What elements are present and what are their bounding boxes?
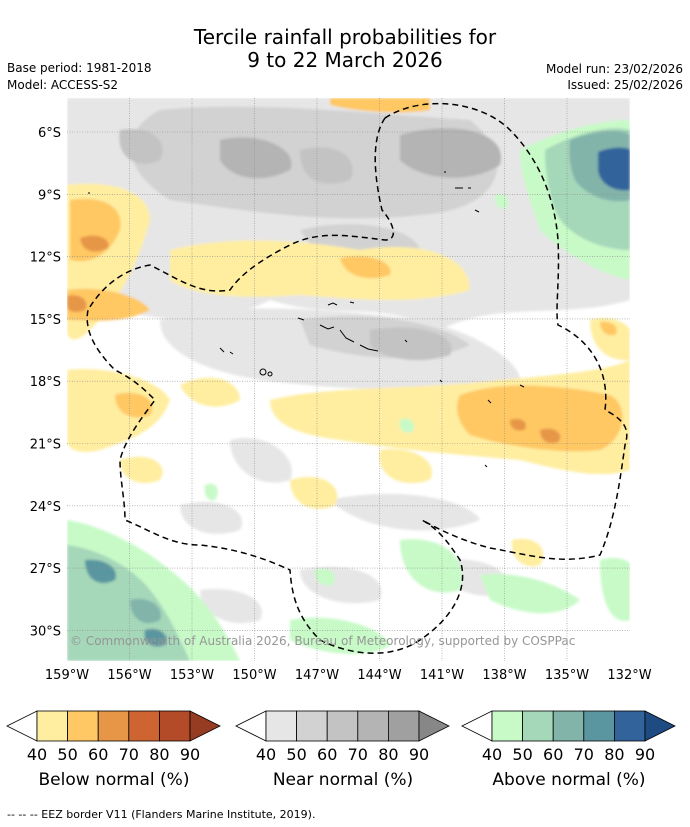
lat-tick-label: 21°S: [30, 438, 61, 453]
base-period: Base period: 1981-2018: [7, 61, 152, 75]
legends: 40 50 60 70 80 90 40 50 60 70 80 90 40 50 60 70 80 90: [6, 710, 676, 764]
legend-tick-label: 50: [512, 745, 532, 764]
lat-tick-label: 24°S: [30, 500, 61, 515]
eez-borders: [86, 102, 628, 654]
legend-below: 40 50 60 70 80 90: [6, 710, 221, 764]
legend-arrow-low: [6, 710, 38, 742]
legend-arrow-high: [189, 710, 221, 742]
legend-swatch: [36, 710, 69, 742]
lat-tick-label: 6°S: [38, 126, 61, 141]
legend-arrow-low: [235, 710, 267, 742]
legend-tick-label: 70: [574, 745, 594, 764]
lon-tick-label: 132°W: [607, 668, 651, 683]
island-outlines: [88, 171, 525, 468]
lon-tick-label: 147°W: [295, 668, 339, 683]
near-normal-caption: Near normal (%): [272, 770, 414, 790]
lat-tick-label: 27°S: [30, 562, 61, 577]
lon-tick-label: 150°W: [232, 668, 276, 683]
legend-swatch: [128, 710, 160, 742]
lon-tick-label: 156°W: [107, 668, 151, 683]
legend-tick-label: 60: [543, 745, 563, 764]
model-run: Model run: 23/02/2026: [545, 62, 683, 76]
legend-tick-label: 90: [635, 745, 655, 764]
legend-swatch: [522, 710, 554, 742]
legend-tick-label: 40: [256, 745, 276, 764]
legend-swatch: [387, 710, 420, 742]
longitude-labels: 159°W 156°W 153°W 150°W 147°W 144°W 141°W 138°W…: [45, 668, 652, 683]
below-normal-caption: Below normal (%): [38, 770, 190, 790]
legend-tick-label: 50: [57, 745, 77, 764]
map-title-line1: Tercile rainfall probabilities for: [193, 25, 497, 49]
lat-tick-label: 9°S: [38, 188, 61, 203]
map-title-line2: 9 to 22 March 2026: [247, 48, 443, 72]
legend-swatch: [614, 710, 646, 742]
legend-swatch: [326, 710, 359, 742]
legend-tick-label: 80: [149, 745, 169, 764]
legend-swatch: [265, 710, 298, 742]
lat-tick-label: 15°S: [30, 313, 61, 328]
lon-tick-label: 138°W: [482, 668, 526, 683]
lon-tick-label: 141°W: [420, 668, 464, 683]
legend-tick-label: 60: [88, 745, 108, 764]
latitude-labels: 6°S 9°S 12°S 15°S 18°S 21°S 24°S 27°S 30°S: [30, 126, 61, 639]
legend-swatch: [97, 710, 130, 742]
probability-field: © Commonwealth of Australia 2026, Bureau…: [67, 98, 630, 661]
legend-swatch: [296, 710, 328, 742]
legend-tick-label: 70: [348, 745, 368, 764]
legend-tick-label: 40: [482, 745, 502, 764]
lat-tick-label: 30°S: [30, 624, 61, 639]
lon-tick-label: 135°W: [545, 668, 589, 683]
lon-tick-label: 153°W: [170, 668, 214, 683]
legend-near: 40 50 60 70 80 90: [235, 710, 450, 764]
legend-arrow-low: [461, 710, 493, 742]
legend-tick-label: 50: [286, 745, 306, 764]
legend-swatch: [158, 710, 191, 742]
above-normal-caption: Above normal (%): [492, 770, 646, 790]
lon-tick-label: 144°W: [357, 668, 401, 683]
legend-tick-label: 80: [604, 745, 624, 764]
legend-tick-label: 60: [317, 745, 337, 764]
legend-tick-label: 70: [119, 745, 139, 764]
eez-footnote: -- -- -- EEZ border V11 (Flanders Marine…: [7, 808, 316, 821]
legend-tick-label: 90: [180, 745, 200, 764]
lat-tick-label: 18°S: [30, 375, 61, 390]
legend-swatch: [583, 710, 615, 742]
legend-tick-label: 40: [27, 745, 47, 764]
legend-tick-label: 80: [378, 745, 398, 764]
legend-arrow-high: [644, 710, 676, 742]
legend-swatch: [552, 710, 585, 742]
legend-tick-label: 90: [409, 745, 429, 764]
lat-tick-label: 12°S: [30, 251, 61, 266]
issued-date: Issued: 25/02/2026: [567, 78, 683, 92]
copyright-notice: © Commonwealth of Australia 2026, Bureau…: [70, 634, 575, 648]
lon-tick-label: 159°W: [45, 668, 89, 683]
legend-swatch: [357, 710, 389, 742]
legend-swatch: [491, 710, 524, 742]
model-name: Model: ACCESS-S2: [7, 78, 119, 92]
legend-above: 40 50 60 70 80 90: [461, 710, 676, 764]
legend-swatch: [67, 710, 99, 742]
legend-arrow-high: [418, 710, 450, 742]
